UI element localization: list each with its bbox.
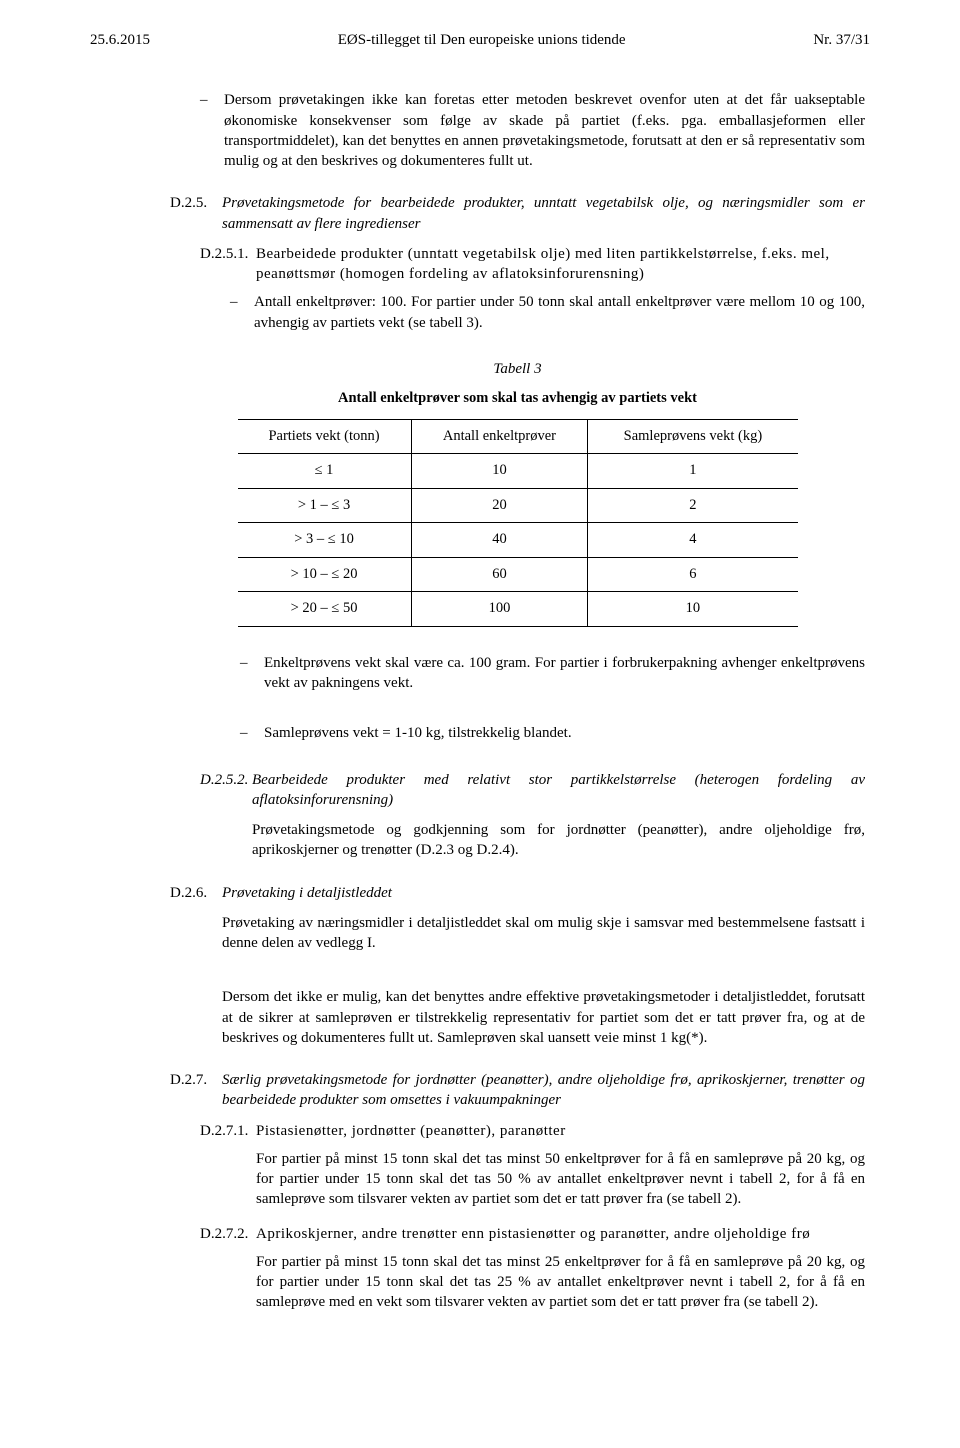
intro-text-1: Dersom prøvetakingen ikke kan foretas et… [224, 90, 865, 171]
section-number: D.2.7.1. [200, 1121, 256, 1141]
d26-body-1: Prøvetaking av næringsmidler i detaljist… [222, 913, 865, 954]
after-text-1: Enkeltprøvens vekt skal være ca. 100 gra… [264, 653, 865, 694]
table-row: ≤ 1 10 1 [238, 454, 798, 489]
cell: 100 [411, 592, 588, 627]
cell: 60 [411, 557, 588, 592]
d271-block: D.2.7.1. Pistasienøtter, jordnøtter (pea… [200, 1121, 865, 1210]
section-title: Bearbeidede produkter (unntatt vegetabil… [256, 244, 865, 285]
page-header: 25.6.2015 EØS-tillegget til Den europeis… [90, 30, 870, 50]
d251-dash-1: – Antall enkeltprøver: 100. For partier … [230, 292, 865, 333]
col-header-2: Antall enkeltprøver [411, 419, 588, 454]
d251-text: Antall enkeltprøver: 100. For partier un… [254, 292, 865, 333]
header-right: Nr. 37/31 [813, 30, 870, 50]
section-number: D.2.5. [170, 193, 222, 234]
section-title: Prøvetaking i detaljistleddet [222, 883, 865, 903]
cell: 10 [588, 592, 798, 627]
table3-caption: Antall enkeltprøver som skal tas avhengi… [170, 389, 865, 409]
table-row: > 1 – ≤ 3 20 2 [238, 488, 798, 523]
section-title: Aprikoskjerner, andre trenøtter enn pist… [256, 1224, 865, 1244]
cell: > 20 – ≤ 50 [238, 592, 412, 627]
d271-body: For partier på minst 15 tonn skal det ta… [256, 1149, 865, 1210]
section-d271: D.2.7.1. Pistasienøtter, jordnøtter (pea… [200, 1121, 865, 1141]
col-header-3: Samleprøvens vekt (kg) [588, 419, 798, 454]
section-title: Særlig prøvetakingsmetode for jordnøtter… [222, 1070, 865, 1111]
section-title: Bearbeidede produkter med relativt stor … [252, 770, 865, 811]
cell: 4 [588, 523, 798, 558]
table3-title: Tabell 3 [170, 359, 865, 379]
after-dash-2: – Samleprøvens vekt = 1-10 kg, tilstrekk… [240, 723, 865, 743]
d272-block: D.2.7.2. Aprikoskjerner, andre trenøtter… [200, 1224, 865, 1313]
intro-dash-1: – Dersom prøvetakingen ikke kan foretas … [200, 90, 865, 171]
section-number: D.2.5.2. [200, 770, 252, 811]
header-center: EØS-tillegget til Den europeiske unions … [150, 30, 813, 50]
dash-icon: – [230, 292, 254, 333]
after-dash-1: – Enkeltprøvens vekt skal være ca. 100 g… [240, 653, 865, 694]
after-table-block: – Enkeltprøvens vekt skal være ca. 100 g… [240, 653, 865, 744]
section-title: Pistasienøtter, jordnøtter (peanøtter), … [256, 1121, 865, 1141]
dash-icon: – [200, 90, 224, 171]
dash-icon: – [240, 723, 264, 743]
cell: 2 [588, 488, 798, 523]
page: 25.6.2015 EØS-tillegget til Den europeis… [0, 0, 960, 1448]
section-d251: D.2.5.1. Bearbeidede produkter (unntatt … [200, 244, 865, 285]
cell: > 1 – ≤ 3 [238, 488, 412, 523]
after-text-2: Samleprøvens vekt = 1-10 kg, tilstrekkel… [264, 723, 865, 743]
table-row: > 10 – ≤ 20 60 6 [238, 557, 798, 592]
cell: 1 [588, 454, 798, 489]
section-d252: D.2.5.2. Bearbeidede produkter med relat… [200, 770, 865, 811]
d251-block: D.2.5.1. Bearbeidede produkter (unntatt … [200, 244, 865, 333]
cell: 40 [411, 523, 588, 558]
col-header-1: Partiets vekt (tonn) [238, 419, 412, 454]
cell: 10 [411, 454, 588, 489]
section-title: Prøvetakingsmetode for bearbeidede produ… [222, 193, 865, 234]
section-d27: D.2.7. Særlig prøvetakingsmetode for jor… [170, 1070, 865, 1111]
dash-icon: – [240, 653, 264, 694]
section-d26: D.2.6. Prøvetaking i detaljistleddet [170, 883, 865, 903]
intro-block: – Dersom prøvetakingen ikke kan foretas … [200, 90, 865, 171]
d252-block: D.2.5.2. Bearbeidede produkter med relat… [200, 770, 865, 861]
section-d272: D.2.7.2. Aprikoskjerner, andre trenøtter… [200, 1224, 865, 1244]
cell: 6 [588, 557, 798, 592]
d272-body: For partier på minst 15 tonn skal det ta… [256, 1252, 865, 1313]
table-row: > 20 – ≤ 50 100 10 [238, 592, 798, 627]
table-row: > 3 – ≤ 10 40 4 [238, 523, 798, 558]
section-number: D.2.7.2. [200, 1224, 256, 1244]
section-number: D.2.6. [170, 883, 222, 903]
cell: > 3 – ≤ 10 [238, 523, 412, 558]
cell: 20 [411, 488, 588, 523]
section-number: D.2.7. [170, 1070, 222, 1111]
table3: Partiets vekt (tonn) Antall enkeltprøver… [238, 419, 798, 627]
d251-content: – Antall enkeltprøver: 100. For partier … [230, 292, 865, 333]
table-header-row: Partiets vekt (tonn) Antall enkeltprøver… [238, 419, 798, 454]
section-number: D.2.5.1. [200, 244, 256, 285]
d252-body: Prøvetakingsmetode og godkjenning som fo… [252, 820, 865, 861]
cell: > 10 – ≤ 20 [238, 557, 412, 592]
d26-body-2: Dersom det ikke er mulig, kan det benytt… [222, 987, 865, 1048]
header-left: 25.6.2015 [90, 30, 150, 50]
section-d25: D.2.5. Prøvetakingsmetode for bearbeided… [170, 193, 865, 234]
cell: ≤ 1 [238, 454, 412, 489]
